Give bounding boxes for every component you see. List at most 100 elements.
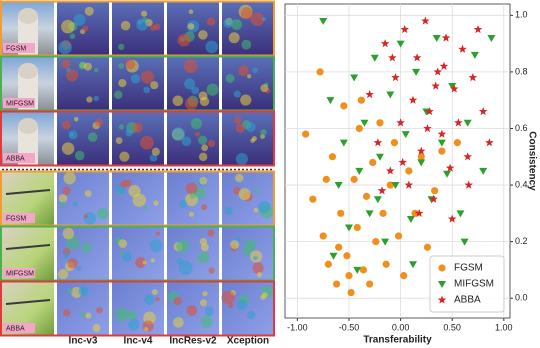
point [473,24,483,34]
point [391,73,400,82]
point [359,266,368,274]
heatmap-blob [201,144,208,152]
point [372,238,380,246]
heatmap-blob [177,33,191,47]
heatmap-blob [140,10,148,17]
point [464,180,473,189]
point [345,271,353,280]
row-label: ABBA [6,155,25,162]
heatmap-blob [66,69,79,82]
y-tick-label: 0.4 [515,179,528,189]
point [458,44,467,53]
point [380,39,390,48]
point [334,182,343,190]
heatmap-blob [120,180,128,188]
heatmap-blob [185,182,198,195]
heatmap-blob [61,142,75,155]
heatmap-blob [176,239,190,253]
heatmap-blob [122,251,133,262]
heatmap-blob [150,81,159,90]
heatmap-blob [130,74,141,84]
heatmap-blob [132,122,143,133]
row-label: ABBA [6,325,25,332]
heatmap-blob [261,292,268,298]
x-tick-label: 1.00 [495,322,513,332]
heatmap-blob [236,299,248,311]
point [421,16,430,25]
heatmap-blob [92,324,101,333]
y-tick-label: 0.0 [515,293,528,303]
heatmap-blob [198,152,208,162]
point [411,209,419,217]
heatmap-blob [208,267,215,274]
point [350,74,359,82]
row-label-box [3,323,35,333]
point [376,119,384,127]
column-label: IncRes-v2 [169,336,217,347]
heatmap-blob [233,90,241,98]
heatmap-blob [81,242,92,253]
point [437,139,446,147]
column-label: Xception [227,336,269,347]
heatmap-blob [250,12,265,26]
point [366,280,374,288]
heatmap-blob [58,194,68,203]
point [401,131,410,139]
heatmap-blob [184,97,198,111]
point [377,186,387,195]
heatmap-blob [172,95,184,107]
heatmap-blob [85,312,92,319]
heatmap-blob [79,288,85,294]
heatmap-blob [143,205,148,210]
point [416,146,426,155]
point [463,152,472,161]
heatmap-blob [238,188,251,201]
heatmap-blob [67,288,73,294]
point [400,271,408,280]
point [335,243,343,251]
heatmap-blob [144,294,155,306]
point [339,139,348,147]
heatmap-blob [63,309,71,317]
heatmap-blob [94,67,99,73]
heatmap-blob [233,116,242,124]
heatmap-blob [186,305,198,316]
x-tick-label: 0.50 [443,322,461,332]
heatmap-blob [66,236,80,250]
heatmap-blob [242,247,251,256]
heatmap-blob [61,120,71,130]
point [398,157,407,167]
heatmap-blob [73,116,79,122]
point [417,159,426,167]
row-label-box [3,268,35,278]
heatmap-blob [80,311,86,318]
legend-marker [438,281,446,288]
heatmap-blob [238,65,249,77]
heatmap-blob [127,310,138,321]
point [360,119,369,127]
heatmap-blob [118,239,128,249]
heatmap-blob [125,59,136,70]
point [386,91,395,99]
point [362,192,371,200]
column-label: Inc-v4 [124,336,153,347]
row-border [0,110,275,167]
heatmap-blob [206,83,219,96]
point [333,280,341,288]
point [456,210,465,218]
heatmap-blob [97,207,109,220]
heatmap-blob [136,19,148,31]
heatmap-blob [67,258,78,269]
point [386,181,394,189]
heatmap-blob [200,315,213,328]
heatmap-blob [181,136,192,147]
heatmap-blob [245,122,256,132]
row-label-box [3,213,35,223]
point [445,163,455,172]
x-axis-label: Transferability [363,335,432,346]
heatmap-blob [83,62,92,71]
heatmap-blob [241,39,252,50]
heatmap-blob [142,320,154,332]
heatmap-blob [173,296,182,306]
